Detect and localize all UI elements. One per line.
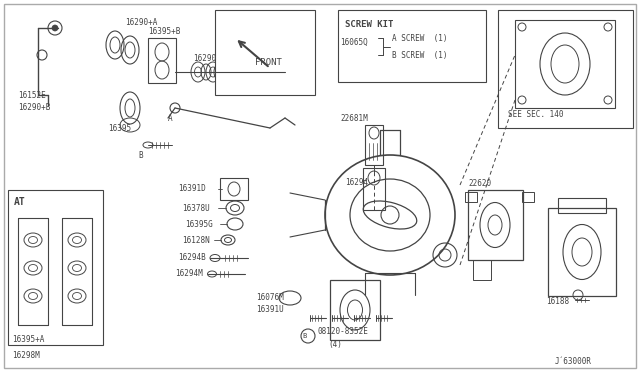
- Bar: [522, 192, 534, 202]
- Text: B SCREW  (1): B SCREW (1): [392, 51, 447, 60]
- Bar: [148, 38, 176, 83]
- Text: 16290+B: 16290+B: [18, 103, 51, 112]
- Bar: [363, 168, 385, 210]
- Text: 16391U: 16391U: [256, 305, 284, 314]
- Bar: [515, 20, 615, 108]
- Text: 16076M: 16076M: [256, 294, 284, 302]
- Text: 08120-8352E: 08120-8352E: [318, 327, 369, 337]
- Text: FRONT: FRONT: [255, 58, 282, 67]
- Text: 16188: 16188: [546, 298, 569, 307]
- Bar: [473, 260, 491, 280]
- Bar: [220, 178, 248, 200]
- Text: 16395: 16395: [108, 124, 131, 132]
- Text: 16152E: 16152E: [18, 90, 45, 99]
- Text: 16395G: 16395G: [185, 219, 212, 228]
- Text: 16395+A: 16395+A: [12, 336, 44, 344]
- Text: J´63000R: J´63000R: [555, 357, 592, 366]
- Text: SCREW KIT: SCREW KIT: [345, 19, 394, 29]
- Text: 16294B: 16294B: [178, 253, 205, 263]
- Text: 16391D: 16391D: [178, 183, 205, 192]
- Text: 16128N: 16128N: [182, 235, 210, 244]
- Bar: [8, 190, 103, 345]
- Circle shape: [52, 25, 58, 31]
- Bar: [365, 125, 383, 165]
- Text: B: B: [303, 333, 307, 339]
- Bar: [468, 190, 523, 260]
- Bar: [498, 10, 633, 128]
- Bar: [558, 198, 606, 213]
- Text: SEE SEC. 140: SEE SEC. 140: [508, 109, 563, 119]
- Text: A SCREW  (1): A SCREW (1): [392, 33, 447, 42]
- Text: 16294M: 16294M: [175, 269, 203, 279]
- Bar: [465, 192, 477, 202]
- Text: B: B: [138, 151, 143, 160]
- Text: 16378U: 16378U: [182, 203, 210, 212]
- Text: 16065Q: 16065Q: [340, 38, 368, 46]
- Bar: [548, 208, 616, 296]
- Text: A: A: [168, 113, 173, 122]
- Text: AT: AT: [14, 197, 26, 207]
- Text: (4): (4): [328, 340, 342, 349]
- Bar: [215, 10, 315, 95]
- Bar: [338, 10, 486, 82]
- Text: 22681M: 22681M: [340, 113, 368, 122]
- Bar: [330, 280, 380, 340]
- Text: 16290: 16290: [193, 54, 216, 62]
- Text: 22620: 22620: [468, 179, 491, 187]
- Text: 16290+A: 16290+A: [125, 17, 157, 26]
- Text: 16298M: 16298M: [12, 352, 40, 360]
- Text: 16294: 16294: [345, 177, 368, 186]
- Text: 16395+B: 16395+B: [148, 27, 180, 36]
